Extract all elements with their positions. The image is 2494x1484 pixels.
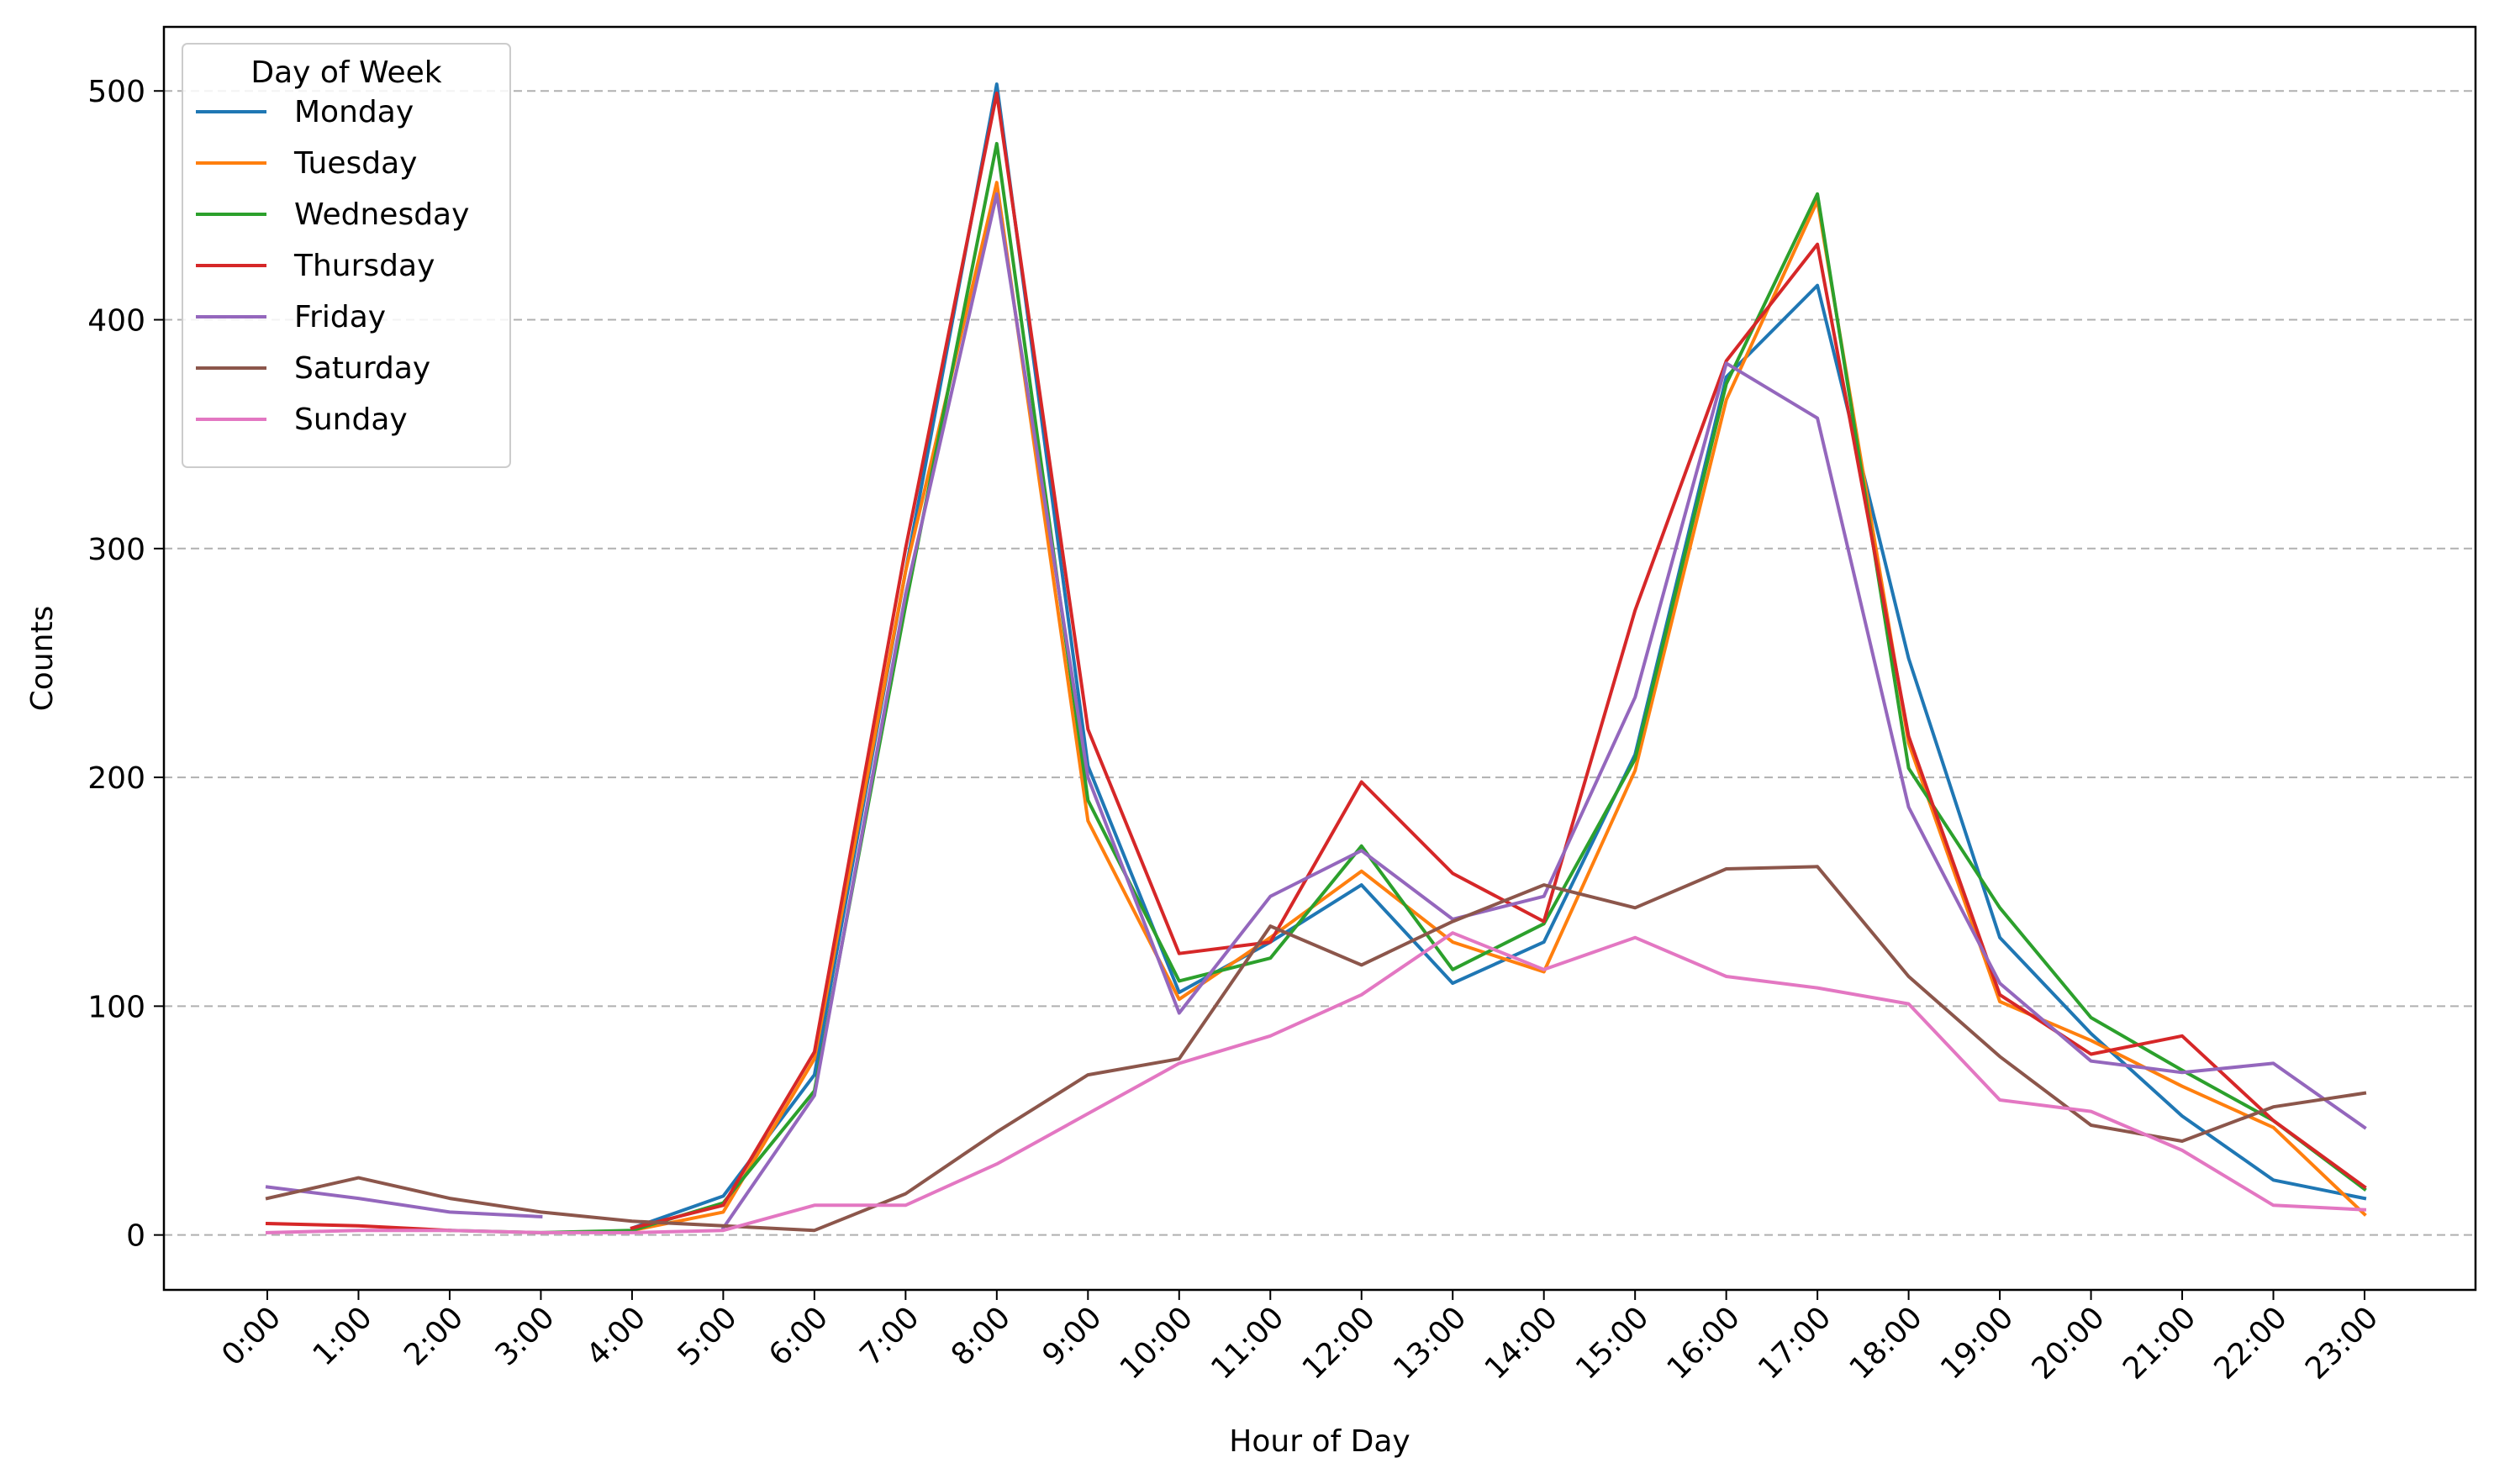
y-tick-label: 0 xyxy=(126,1219,145,1254)
x-tick-label: 12:00 xyxy=(1296,1300,1382,1386)
series-line-tuesday xyxy=(630,181,2367,1233)
legend-item-label: Monday xyxy=(294,95,414,129)
x-axis-label: Hour of Day xyxy=(1229,1424,1410,1459)
y-tick-label: 300 xyxy=(87,533,145,567)
grid-lines xyxy=(164,90,2476,1236)
y-tick-label: 200 xyxy=(87,761,145,796)
legend-item-label: Saturday xyxy=(294,351,430,386)
legend-item-label: Thursday xyxy=(293,249,435,283)
series-line-saturday xyxy=(265,865,2367,1233)
x-tick-label: 4:00 xyxy=(580,1300,652,1372)
x-tick-label: 6:00 xyxy=(762,1300,835,1372)
x-tick-label: 0:00 xyxy=(215,1300,287,1372)
x-tick-label: 13:00 xyxy=(1387,1300,1473,1386)
x-tick-label: 8:00 xyxy=(945,1300,1017,1372)
series-lines xyxy=(265,82,2367,1234)
x-tick-label: 15:00 xyxy=(1569,1300,1655,1386)
series-line-thursday xyxy=(265,92,2367,1233)
x-tick-label: 1:00 xyxy=(307,1300,379,1372)
x-tick-label: 16:00 xyxy=(1661,1300,1747,1386)
legend-item-label: Tuesday xyxy=(293,146,417,181)
x-tick-label: 22:00 xyxy=(2208,1300,2294,1386)
x-axis: 0:00 1:00 2:00 3:00 4:00 5:00 6:00 7:00 8:00 9:00… xyxy=(215,1290,2385,1387)
y-tick-label: 500 xyxy=(87,75,145,109)
legend-box xyxy=(182,43,511,468)
series-line-wednesday xyxy=(447,141,2367,1234)
x-tick-label: 19:00 xyxy=(1934,1300,2020,1386)
x-tick-label: 20:00 xyxy=(2026,1300,2112,1386)
x-tick-label: 5:00 xyxy=(672,1300,744,1372)
series-line-sunday xyxy=(265,931,2367,1234)
legend-item-label: Friday xyxy=(294,300,386,334)
x-tick-label: 18:00 xyxy=(1843,1300,1929,1386)
legend-title: Day of Week xyxy=(250,55,441,90)
x-tick-label: 23:00 xyxy=(2299,1300,2385,1386)
series-line-friday xyxy=(265,192,2367,1231)
x-tick-label: 17:00 xyxy=(1752,1300,1838,1386)
legend-item-label: Wednesday xyxy=(294,197,469,232)
x-tick-label: 21:00 xyxy=(2117,1300,2202,1386)
x-tick-label: 3:00 xyxy=(489,1300,562,1372)
y-tick-label: 100 xyxy=(87,990,145,1024)
y-axis: 0 100 200 300 400 500 xyxy=(87,75,164,1254)
x-tick-label: 10:00 xyxy=(1114,1300,1200,1386)
x-tick-label: 9:00 xyxy=(1036,1300,1109,1372)
series-line-monday xyxy=(630,82,2367,1231)
y-tick-label: 400 xyxy=(87,304,145,339)
legend: Day of Week Monday Tuesday Wednesday Thursd… xyxy=(182,43,511,468)
y-axis-label: Counts xyxy=(25,606,60,712)
x-tick-label: 7:00 xyxy=(854,1300,926,1372)
plot-area-frame xyxy=(162,25,2477,1292)
x-tick-label: 11:00 xyxy=(1205,1300,1290,1386)
x-tick-label: 14:00 xyxy=(1479,1300,1564,1386)
x-tick-label: 2:00 xyxy=(398,1300,470,1372)
legend-item-label: Sunday xyxy=(294,403,408,437)
